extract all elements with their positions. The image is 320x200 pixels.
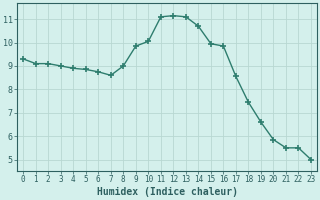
X-axis label: Humidex (Indice chaleur): Humidex (Indice chaleur): [97, 187, 237, 197]
